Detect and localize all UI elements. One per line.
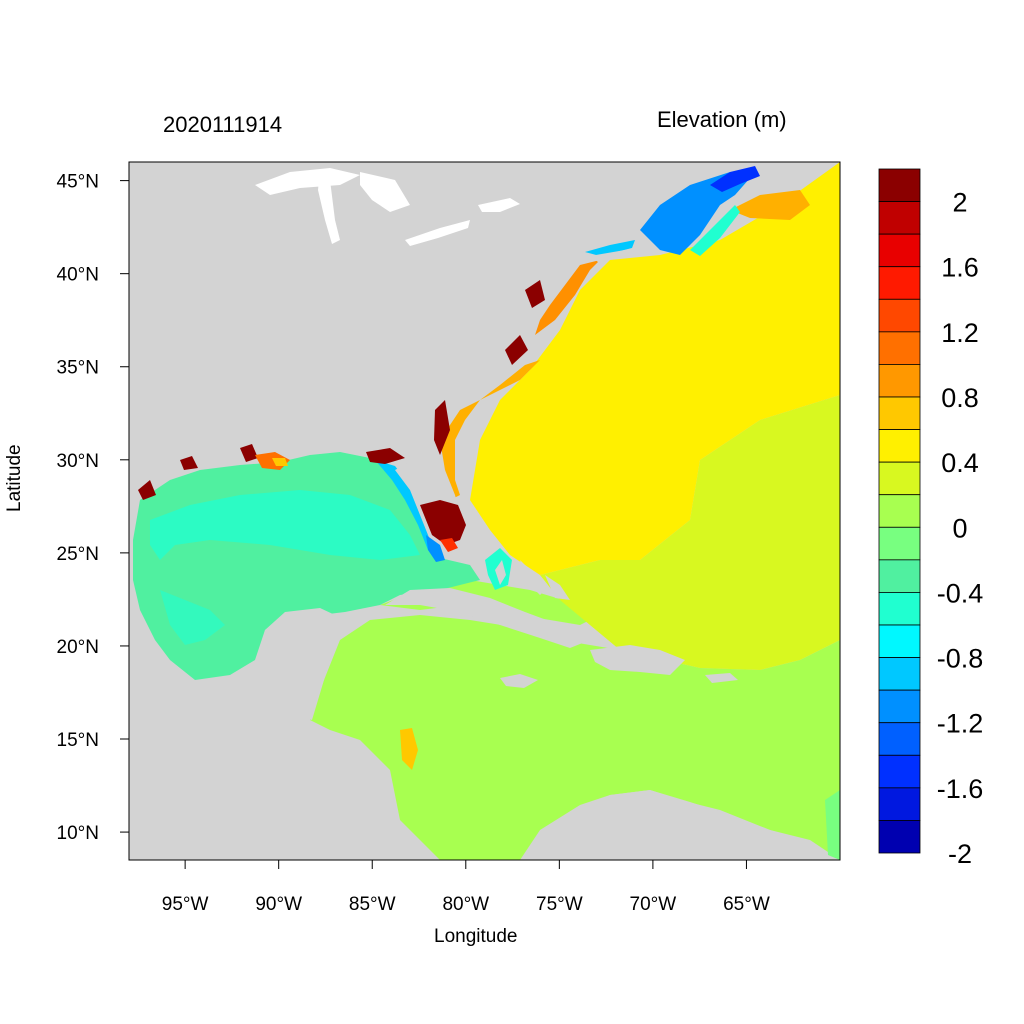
- colorbar-swatch: [878, 494, 921, 528]
- atlantic-east: [540, 395, 840, 670]
- nc-shelf-orange: [535, 260, 600, 335]
- lake-erie: [405, 220, 470, 246]
- colorbar-label: -0.4: [937, 578, 984, 608]
- x-tick-label: 80°W: [442, 894, 489, 915]
- colorbar-label: 1.6: [941, 253, 979, 283]
- keys-red: [440, 538, 458, 552]
- colorbar-swatch: [878, 461, 921, 496]
- x-axis-title: Longitude: [434, 926, 518, 947]
- x-tick-label: 70°W: [630, 894, 677, 915]
- colorbar-swatch: [878, 298, 921, 333]
- colorbar-label: 0: [952, 513, 967, 543]
- colorbar-swatch: [878, 233, 921, 268]
- colorbar-swatch: [878, 657, 921, 691]
- y-tick-label: 15°N: [57, 730, 99, 751]
- yucatan-shelf: [160, 590, 225, 645]
- x-tick-label: 95°W: [162, 894, 209, 915]
- x-tick-label: 90°W: [255, 894, 302, 915]
- lake-superior: [255, 168, 360, 195]
- x-tick-label: 65°W: [723, 894, 770, 915]
- colorbar-swatch: [878, 526, 921, 561]
- colorbar-swatch: [878, 820, 921, 854]
- bahamas-land: [495, 560, 570, 600]
- colorbar-label: 2: [952, 188, 967, 218]
- bay-of-fundy-deep: [710, 166, 760, 192]
- colorbar-swatch: [878, 624, 921, 658]
- x-axis-ticks: 95°W 90°W 85°W 80°W 75°W 70°W 65°W: [162, 860, 770, 915]
- central-america-coast-surge: [400, 728, 418, 770]
- y-tick-label: 35°N: [57, 358, 99, 379]
- jamaica: [500, 674, 538, 688]
- colorbar-swatch: [878, 722, 921, 756]
- colorbar-label: -0.8: [937, 644, 984, 674]
- west-florida-shelf: [375, 460, 436, 550]
- colorbar-label: -1.2: [937, 709, 984, 739]
- gulf-of-maine-edge: [690, 205, 740, 256]
- colorbar-label: -1.6: [937, 774, 984, 804]
- long-island: [590, 246, 640, 262]
- map-field: [129, 162, 840, 860]
- colorbar-label: -2: [948, 839, 972, 869]
- hispaniola: [590, 645, 685, 675]
- colorbar-label: 0.4: [941, 448, 979, 478]
- colorbar-swatch: [878, 364, 921, 398]
- lake-michigan: [318, 170, 340, 244]
- y-tick-label: 40°N: [57, 265, 99, 286]
- lake-huron: [360, 172, 410, 212]
- colorbar-swatch: [878, 689, 921, 724]
- colorbar-label: 1.2: [941, 318, 979, 348]
- colorbar-swatch: [878, 787, 921, 821]
- long-island-sound: [585, 240, 635, 256]
- x-tick-label: 75°W: [536, 894, 583, 915]
- y-tick-label: 45°N: [57, 172, 99, 193]
- colorbar-swatch: [878, 201, 921, 235]
- colorbar-swatch: [878, 754, 921, 789]
- colorbar-swatch: [878, 266, 921, 300]
- colorbar-label: 0.8: [941, 383, 979, 413]
- colorbar-swatch: [878, 429, 921, 463]
- y-tick-label: 10°N: [57, 823, 99, 844]
- plot-frame: [128, 161, 841, 861]
- y-axis-ticks: 45°N 40°N 35°N 30°N 25°N 20°N 15°N 10°N: [57, 172, 129, 844]
- florida-west-coast-low: [426, 535, 445, 562]
- colorbar-swatch: [878, 168, 921, 202]
- colorbar-swatch: [878, 331, 921, 365]
- x-tick-label: 85°W: [349, 894, 396, 915]
- lake-ontario: [478, 198, 520, 212]
- colorbar-swatch: [878, 559, 921, 593]
- y-tick-label: 25°N: [57, 544, 99, 565]
- yucatan-peninsula: [255, 608, 335, 720]
- nova-scotia-shelf: [730, 190, 810, 220]
- south-florida-surge: [420, 500, 466, 545]
- gulf-coast-surge-markers: [138, 280, 545, 500]
- gulf-inner-cyan: [150, 490, 420, 560]
- y-tick-label: 20°N: [57, 637, 99, 658]
- colorbar: 2 1.6 1.2 0.8 0.4 0 -0.4 -0.8 -1.2 -1.6 -2: [878, 168, 984, 869]
- y-tick-label: 30°N: [57, 451, 99, 472]
- atlantic-yellow: [470, 162, 840, 575]
- gulf-of-maine-low: [640, 172, 750, 255]
- variable-label: Elevation (m): [657, 107, 787, 132]
- cuba: [385, 588, 590, 648]
- south-america: [520, 790, 840, 860]
- colorbar-swatch: [878, 592, 921, 626]
- date-label: 2020111914: [163, 112, 283, 137]
- eastern-boundary-green: [825, 790, 840, 860]
- colorbar-swatch: [878, 396, 921, 430]
- puerto-rico: [705, 673, 738, 683]
